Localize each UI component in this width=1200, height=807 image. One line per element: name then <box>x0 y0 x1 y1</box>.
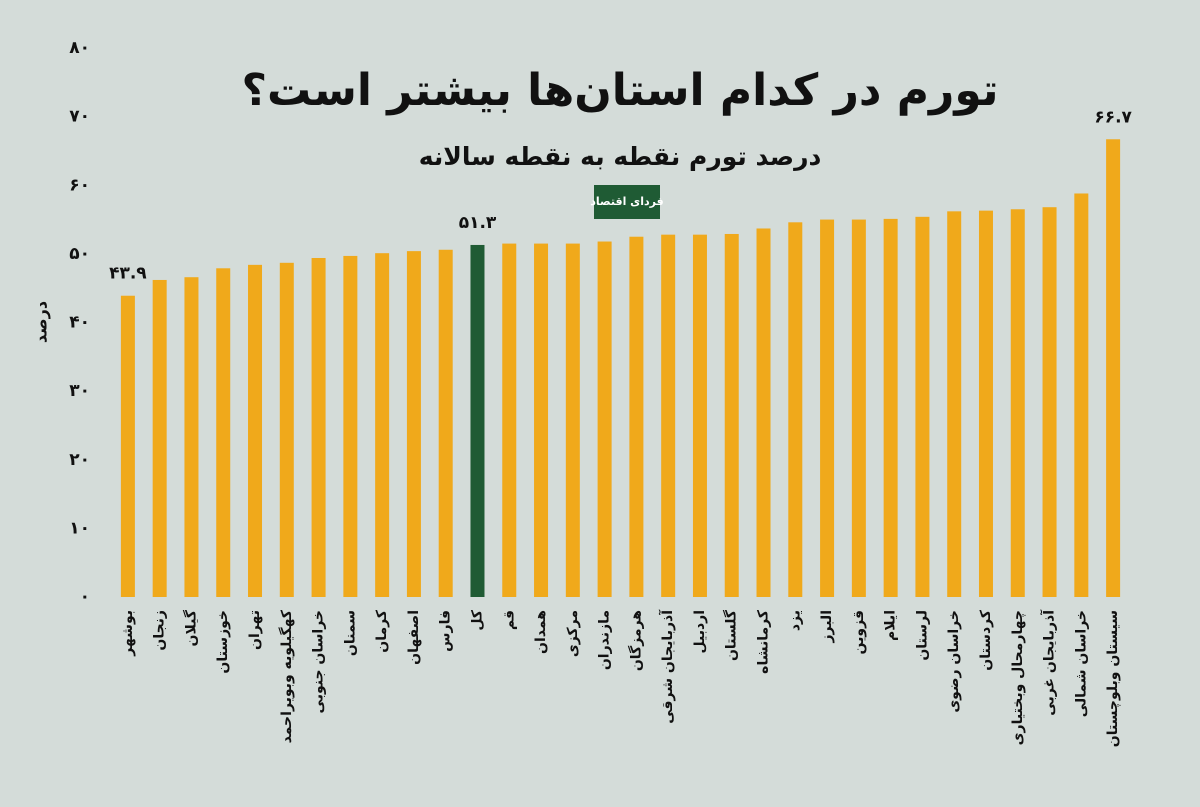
bar <box>216 268 231 597</box>
bar <box>375 253 390 597</box>
value-label: ۵۱.۳ <box>459 213 497 233</box>
bar <box>692 234 707 597</box>
x-tick-label: بوشهر <box>120 610 136 657</box>
value-label: ۴۳.۹ <box>109 264 147 284</box>
x-tick-label: یزد <box>787 610 803 631</box>
bar <box>534 243 549 598</box>
x-tick-label: اردبیل <box>692 610 708 654</box>
chart-title: تورم در کدام استان‌ها بیشتر است؟ <box>242 65 999 116</box>
x-tick-label: کرمانشاه <box>756 609 772 674</box>
bar <box>788 222 803 597</box>
bar <box>470 244 485 598</box>
bar <box>120 295 135 597</box>
bar <box>597 241 612 597</box>
x-tick-label: آذربایجان غربی <box>1040 609 1058 716</box>
bar <box>1010 209 1025 598</box>
chart-subtitle: درصد تورم نقطه به نقطه سالانه <box>419 142 822 172</box>
x-tick-label: خراسان رضوی <box>946 610 962 713</box>
bar <box>152 279 167 597</box>
y-tick-label: ۴۰ <box>69 313 90 333</box>
x-tick-label: قزوین <box>851 610 867 654</box>
y-tick-label: ۵۰ <box>69 244 90 264</box>
y-tick-label: ۸۰ <box>69 38 90 58</box>
bar <box>661 234 676 597</box>
bar <box>629 236 644 597</box>
x-tick-label: گلستان <box>723 609 740 661</box>
x-tick-label: مازندران <box>597 610 613 670</box>
bar <box>978 210 993 598</box>
x-tick-label: لرستان <box>914 610 930 661</box>
x-tick-label: سیستان وبلوچستان <box>1105 610 1121 747</box>
bar <box>438 249 453 597</box>
x-tick-label: ایلام <box>883 610 899 641</box>
bar <box>406 251 421 597</box>
bar <box>184 277 199 597</box>
x-tick-label: مرکزی <box>565 610 581 657</box>
bar <box>311 257 326 597</box>
x-tick-label: خوزستان <box>215 610 231 674</box>
bar <box>851 219 866 597</box>
x-tick-label: آذربایجان شرقی <box>658 609 676 724</box>
bar <box>279 262 294 597</box>
bar <box>343 255 358 597</box>
bar <box>915 216 930 597</box>
bar <box>724 233 739 597</box>
bar <box>947 211 962 597</box>
bar <box>248 264 263 597</box>
bar <box>502 243 517 598</box>
bar <box>756 228 771 597</box>
x-tick-label: سمنان <box>342 610 358 656</box>
y-axis-label: درصد <box>32 301 51 343</box>
x-tick-label: البرز <box>819 610 835 644</box>
bar <box>565 243 580 598</box>
x-tick-label: زنجان <box>152 610 168 651</box>
bar <box>1042 207 1057 597</box>
y-tick-label: ۰ <box>80 587 90 607</box>
x-tick-label: خراسان شمالی <box>1073 610 1089 717</box>
x-tick-label: هرمزگان <box>627 610 644 671</box>
logo: فردای اقتصاد <box>590 195 663 208</box>
bar <box>1106 139 1121 598</box>
y-tick-label: ۲۰ <box>69 450 90 470</box>
x-tick-label: گیلان <box>182 609 199 646</box>
value-label: ۶۶.۷ <box>1094 107 1132 127</box>
y-tick-label: ۳۰ <box>69 381 90 401</box>
bar <box>883 218 898 597</box>
y-tick-label: ۶۰ <box>69 175 90 195</box>
x-tick-label: همدان <box>533 610 549 654</box>
bar <box>1074 193 1089 598</box>
x-tick-label: کرمان <box>374 609 390 653</box>
x-tick-label: کهگیلویه وبویراحمد <box>278 609 295 743</box>
x-tick-label: خراسان جنوبی <box>311 610 327 713</box>
y-tick-label: ۱۰ <box>69 518 90 538</box>
x-tick-label: قم <box>501 610 517 630</box>
y-tick-label: ۷۰ <box>69 107 90 127</box>
x-tick-label: کل <box>469 609 485 630</box>
bar <box>820 219 835 597</box>
logo-box <box>594 185 660 219</box>
x-tick-label: چهارمحال وبختیاری <box>1010 610 1026 745</box>
x-tick-label: تهران <box>247 610 263 650</box>
x-tick-label: اصفهان <box>406 610 422 665</box>
x-tick-label: کردستان <box>978 609 994 671</box>
x-tick-label: فارس <box>438 610 454 652</box>
